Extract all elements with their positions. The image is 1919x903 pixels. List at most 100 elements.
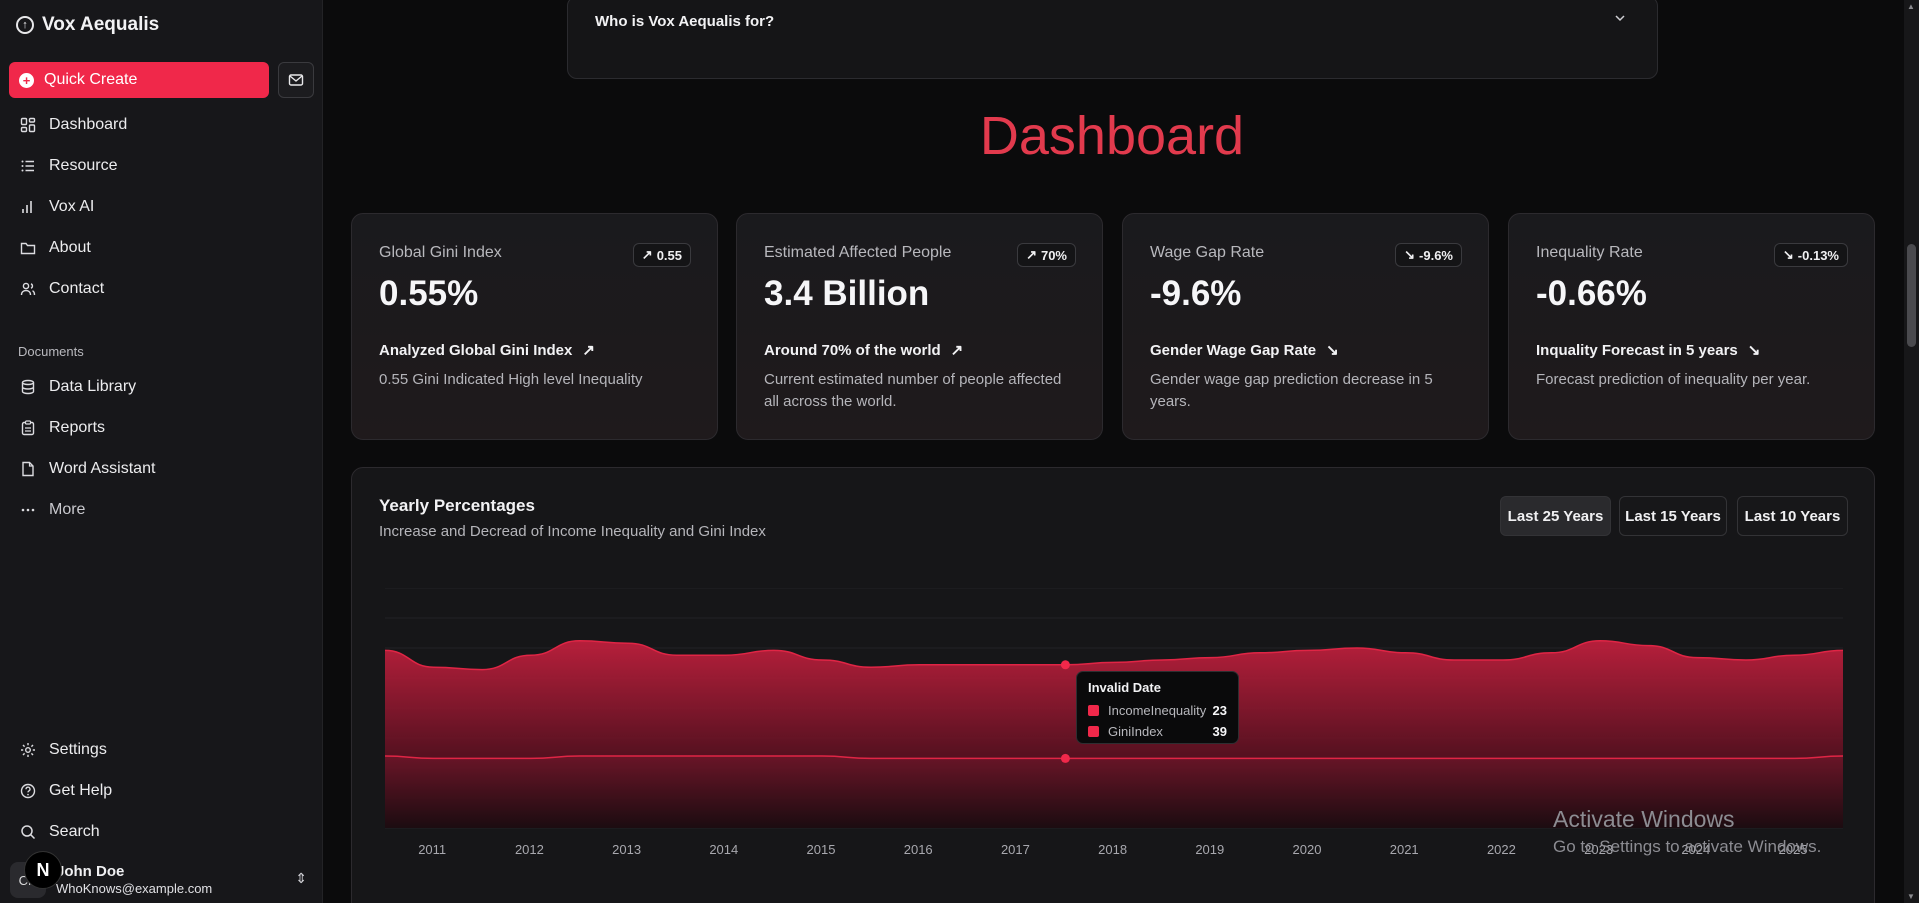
stat-label: Inequality Rate [1536, 244, 1643, 261]
chart-areas [384, 640, 1844, 828]
income-inequality-area [385, 756, 1843, 828]
documents-section-label: Documents [18, 344, 84, 359]
faq-accordion-item[interactable]: Who is Vox Aequalis for? [567, 0, 1658, 79]
dashboard-icon [19, 116, 37, 134]
tooltip-series-value: 39 [1212, 724, 1227, 739]
range-button-25-years[interactable]: Last 25 Years [1500, 496, 1611, 536]
user-email: WhoKnows@example.com [56, 881, 213, 897]
sidebar-item-get-help[interactable]: Get Help [10, 770, 310, 811]
trend-down-icon: ↘ [1747, 342, 1761, 359]
mail-icon [288, 74, 304, 86]
stat-subtitle: Gender Wage Gap Rate ↘ [1150, 341, 1339, 360]
trend-down-icon: ↘ [1326, 342, 1339, 359]
sidebar-item-search[interactable]: Search [10, 811, 310, 852]
arrow-up-circle-icon: ↑ [16, 16, 34, 34]
sidebar-item-label: Contact [49, 279, 105, 297]
sidebar-item-label: Word Assistant [49, 459, 156, 477]
help-icon [19, 782, 37, 800]
quick-create-button[interactable]: + Quick Create [9, 62, 269, 98]
brand[interactable]: ↑ Vox Aequalis [16, 14, 159, 36]
stat-subtitle: Inquality Forecast in 5 years ↘ [1536, 341, 1761, 360]
trend-badge: ↗ 70% [1017, 243, 1076, 267]
scroll-up-icon: ▲ [1907, 2, 1915, 11]
trend-badge-value: -0.13% [1797, 247, 1839, 263]
stat-subtitle: Around 70% of the world ↗ [764, 341, 964, 360]
chevrons-up-down-icon: ⇕ [295, 870, 307, 886]
trend-badge-value: -9.6% [1419, 247, 1453, 263]
file-icon [19, 460, 37, 478]
stat-cards: Global Gini Index ↗ 0.55 0.55% Analyzed G… [351, 213, 1875, 440]
sidebar-item-data-library[interactable]: Data Library [10, 366, 310, 407]
tooltip-title: Invalid Date [1088, 680, 1161, 695]
bar-chart-icon [19, 198, 37, 216]
page-scrollbar[interactable]: ▲ ▼ [1904, 0, 1919, 903]
x-tick-label: 2017 [1001, 842, 1030, 857]
stat-subtitle-text: Inquality Forecast in 5 years [1536, 341, 1738, 359]
sidebar-item-label: Data Library [49, 377, 137, 395]
users-icon [19, 280, 37, 298]
floating-badge[interactable]: N [24, 851, 62, 889]
x-tick-label: 2020 [1293, 842, 1322, 857]
x-tick-label: 2011 [418, 842, 446, 857]
x-tick-label: 2024 [1681, 842, 1710, 857]
x-tick-label: 2016 [904, 842, 933, 857]
stat-description: 0.55 Gini Indicated High level Inequalit… [379, 371, 643, 388]
sidebar-item-about[interactable]: About [10, 227, 310, 268]
yearly-percentages-card: Yearly Percentages Increase and Decread … [351, 467, 1875, 903]
trend-up-icon: ↗ [950, 342, 964, 359]
sidebar-item-reports[interactable]: Reports [10, 407, 310, 448]
sidebar-item-resource[interactable]: Resource [10, 145, 310, 186]
clipboard-icon [19, 419, 37, 437]
sidebar-item-vox-ai[interactable]: Vox AI [10, 186, 310, 227]
trend-up-icon: ↗ [1026, 247, 1037, 262]
chart-title: Yearly Percentages [379, 496, 535, 515]
sidebar-item-settings[interactable]: Settings [10, 729, 310, 770]
stat-description: Current estimated number of people affec… [764, 371, 1062, 410]
x-tick-label: 2018 [1098, 842, 1127, 857]
x-tick-label: 2014 [709, 842, 738, 857]
active-dot-income-inequality [1060, 753, 1070, 763]
x-tick-label: 2019 [1195, 842, 1224, 857]
x-tick-label: 2022 [1487, 842, 1516, 857]
area-chart[interactable]: 2011 2012 2013 2014 2015 2016 2017 2018 2019 2020… [352, 588, 1876, 903]
chevron-down-icon [1613, 11, 1627, 28]
chart-tooltip: Invalid Date IncomeInequality 23 GiniInde… [1076, 671, 1239, 744]
stat-value: -0.66% [1536, 274, 1647, 313]
search-icon [19, 823, 37, 841]
scrollbar-thumb[interactable] [1907, 244, 1916, 347]
sidebar-item-label: Settings [49, 740, 107, 758]
stat-description: Gender wage gap prediction decrease in 5… [1150, 371, 1433, 410]
trend-up-icon: ↗ [582, 342, 595, 359]
sidebar: ↑ Vox Aequalis + Quick Create Dashboard … [0, 0, 323, 903]
tooltip-series-name: GiniIndex [1108, 724, 1163, 739]
x-tick-label: 2025 [1779, 842, 1808, 857]
plus-circle-icon: + [19, 72, 34, 88]
sidebar-item-label: Vox AI [49, 197, 95, 215]
tooltip-row: GiniIndex 39 [1088, 721, 1227, 742]
sidebar-item-dashboard[interactable]: Dashboard [10, 104, 310, 145]
range-button-15-years[interactable]: Last 15 Years [1619, 496, 1727, 536]
faq-question: Who is Vox Aequalis for? [595, 13, 775, 30]
active-dot-gini-index [1060, 660, 1070, 670]
sidebar-item-more[interactable]: More [10, 489, 310, 530]
main-nav: Dashboard Resource Vox AI About Contact [10, 104, 310, 309]
stat-subtitle-text: Gender Wage Gap Rate [1150, 341, 1317, 359]
trend-badge-value: 70% [1040, 247, 1067, 263]
stat-description: Forecast prediction of inequality per ye… [1536, 371, 1811, 388]
sidebar-item-label: More [49, 500, 86, 518]
database-icon [19, 378, 37, 396]
quick-create-label: Quick Create [44, 71, 138, 88]
range-button-10-years[interactable]: Last 10 Years [1737, 496, 1848, 536]
trend-badge: ↗ 0.55 [632, 243, 691, 267]
x-tick-label: 2023 [1584, 842, 1613, 857]
trend-badge-value: 0.55 [656, 247, 682, 263]
tooltip-series-name: IncomeInequality [1108, 703, 1207, 718]
documents-nav: Data Library Reports Word Assistant More [10, 366, 310, 530]
sidebar-item-word-assistant[interactable]: Word Assistant [10, 448, 310, 489]
stat-subtitle-text: Analyzed Global Gini Index [379, 341, 573, 359]
stat-label: Wage Gap Rate [1150, 244, 1265, 261]
sidebar-item-contact[interactable]: Contact [10, 268, 310, 309]
sidebar-item-label: Search [49, 822, 100, 840]
inbox-button[interactable] [278, 62, 314, 98]
sidebar-item-label: Resource [49, 156, 118, 174]
